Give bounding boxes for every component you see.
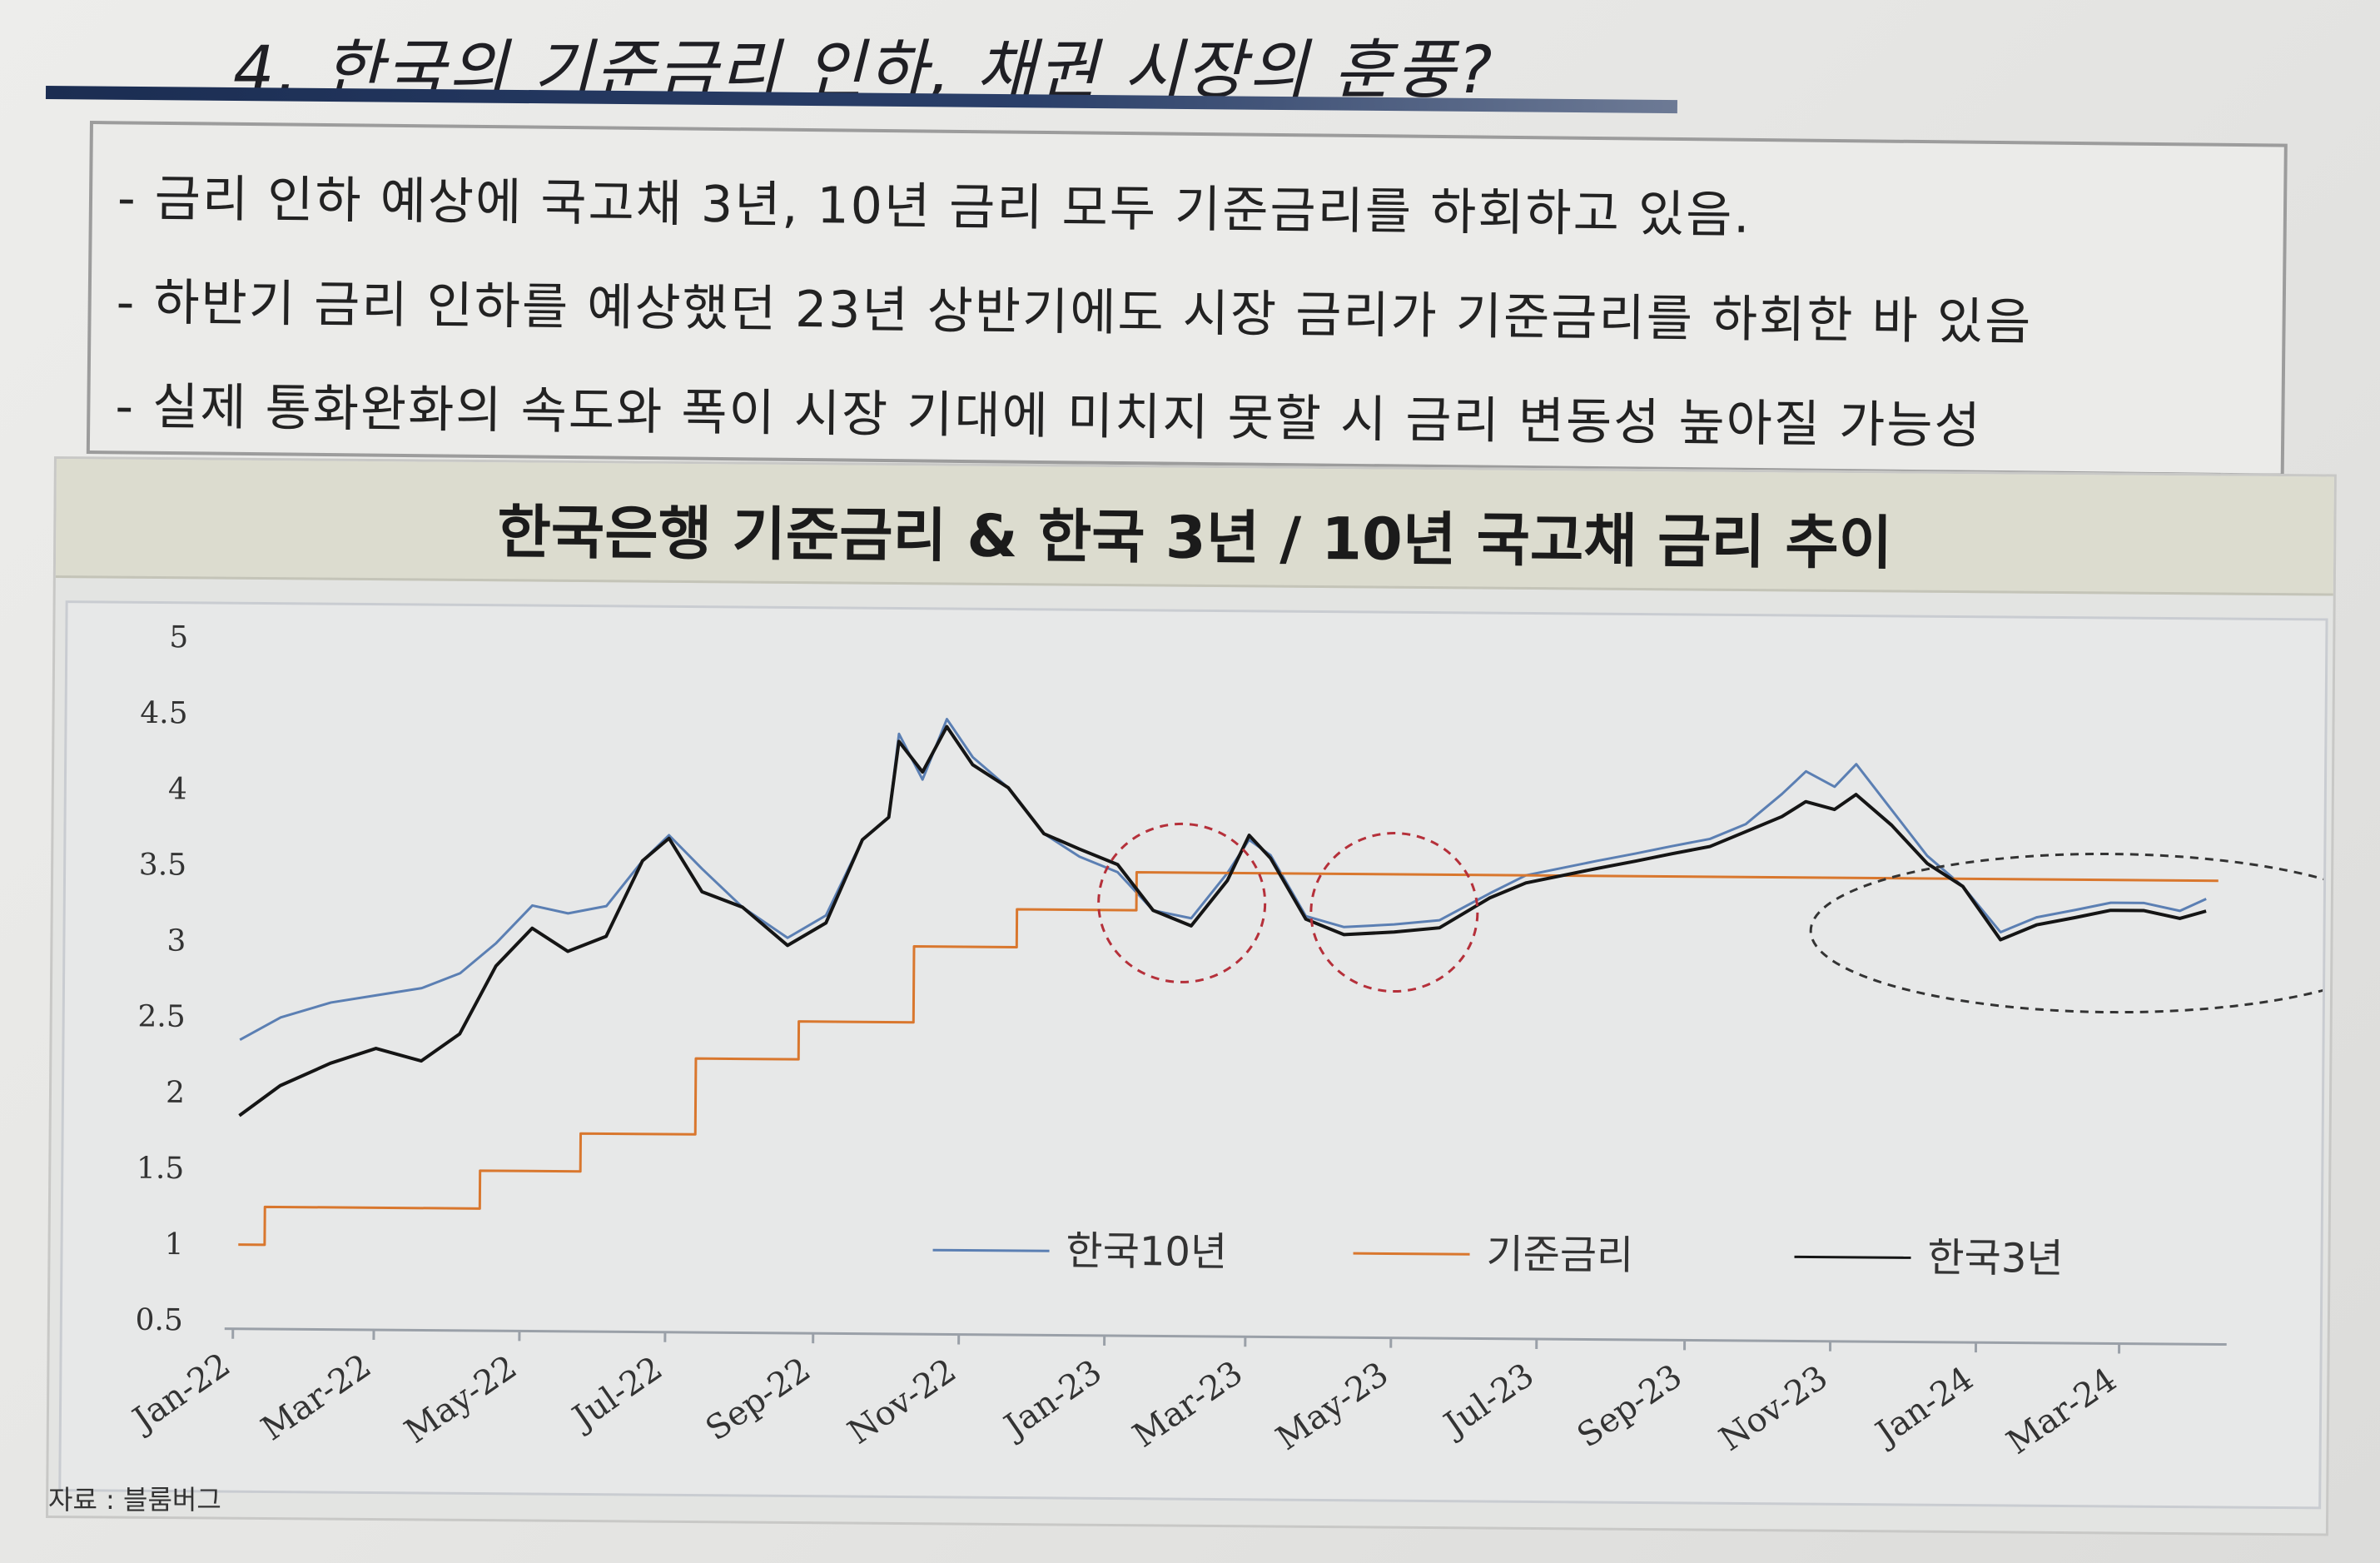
legend-label: 기준금리 [1486, 1231, 1633, 1278]
chart-header: 한국은행 기준금리 & 한국 3년 / 10년 국고채 금리 추이 [55, 459, 2334, 596]
x-axis-line [224, 1327, 2227, 1346]
source-note: 자료 : 블룸버그 [48, 1484, 221, 1516]
y-tick-label: 4.5 [140, 696, 188, 730]
bullet-1: - 금리 인하 예상에 국고채 3년, 10년 금리 모두 기준금리를 하회하고… [117, 169, 1751, 245]
x-tick-label: Sep-22 [699, 1351, 817, 1449]
x-tick-label: Mar-22 [255, 1346, 378, 1448]
y-tick-label: 3.5 [139, 848, 187, 882]
x-tick-label: Jul-23 [1435, 1356, 1541, 1446]
y-tick-label: 4 [168, 772, 187, 806]
y-tick-label: 3 [166, 924, 186, 958]
y-tick-label: 0.5 [135, 1303, 183, 1337]
x-tick-label: Nov-22 [842, 1351, 963, 1452]
legend-swatch [1353, 1252, 1470, 1256]
plot-area: 0.5 1 1.5 2 2.5 3 3.5 4 4.5 5 Jan-22 Mar-22 May-22 Ju… [58, 600, 2328, 1510]
x-tick-label: Sep-23 [1571, 1357, 1689, 1456]
bullet-2: - 하반기 금리 인하를 예상했던 23년 상반기에도 시장 금리가 기준금리를… [116, 273, 2033, 352]
x-tick-label: Jan-22 [124, 1346, 238, 1441]
x-tick-label: Nov-23 [1712, 1358, 1834, 1459]
line-chart: 0.5 1 1.5 2 2.5 3 3.5 4 4.5 5 Jan-22 Mar-22 May-22 Ju… [124, 620, 2326, 1462]
y-tick-label: 2 [166, 1076, 185, 1110]
chart-title: 한국은행 기준금리 & 한국 3년 / 10년 국고채 금리 추이 [497, 498, 1893, 578]
legend-label: 한국10년 [1066, 1227, 1227, 1276]
x-tick-label: Jul-22 [564, 1349, 669, 1439]
legend-label: 한국3년 [1927, 1235, 2063, 1282]
chart-panel: 한국은행 기준금리 & 한국 3년 / 10년 국고채 금리 추이 0.5 1 1.… [45, 456, 2337, 1536]
x-tick-label: Mar-24 [2000, 1361, 2124, 1462]
x-tick-label: May-23 [1269, 1355, 1395, 1458]
y-tick-label: 1 [165, 1227, 184, 1262]
y-tick-label: 2.5 [137, 999, 186, 1033]
summary-box: - 금리 인하 예상에 국고채 3년, 10년 금리 모두 기준금리를 하회하고… [86, 121, 2288, 477]
x-tick-label: Jan-24 [1866, 1360, 1980, 1455]
series-line-ktb3 [238, 724, 2207, 1117]
legend-swatch [932, 1248, 1050, 1252]
series-line-base-rate [238, 871, 2219, 1247]
highlight-dashed-circle [1309, 832, 1479, 993]
highlight-dashed-circle [1097, 822, 1267, 983]
y-tick-label: 1.5 [137, 1152, 185, 1186]
bullet-3: - 실제 통화완화의 속도와 폭이 시장 기대에 미치지 못할 시 금리 변동성… [115, 377, 1983, 455]
x-tick-label: Mar-23 [1126, 1354, 1250, 1456]
highlight-dashed-ellipse [1809, 852, 2326, 1014]
y-tick-label: 5 [169, 620, 188, 655]
x-tick-label: May-22 [398, 1348, 524, 1451]
x-tick-label: Jan-23 [995, 1352, 1109, 1447]
